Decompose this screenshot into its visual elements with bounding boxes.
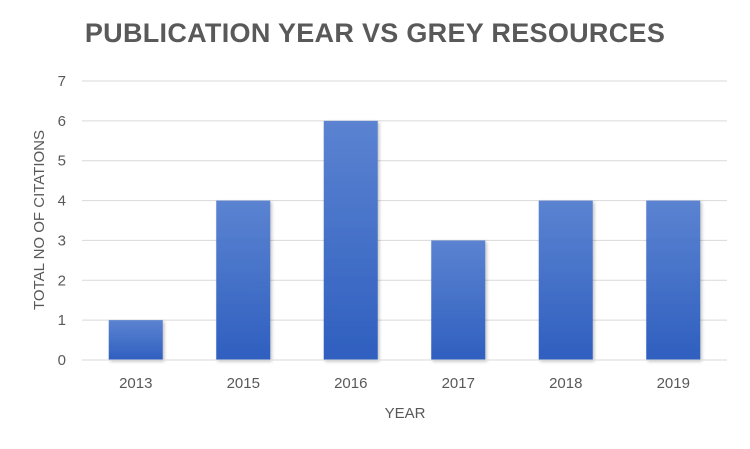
y-axis-ticks: 0 1 2 3 4 5 6 7 xyxy=(58,73,66,369)
x-tick-label: 2016 xyxy=(334,375,367,392)
y-axis-label: TOTAL NO OF CITATIONS xyxy=(31,130,48,310)
x-tick-label: 2013 xyxy=(119,375,152,392)
y-tick-label: 6 xyxy=(58,113,66,130)
bar-2019 xyxy=(646,200,701,360)
bar-2018 xyxy=(538,200,593,360)
bar-2017 xyxy=(431,240,486,360)
y-tick-label: 5 xyxy=(58,153,66,170)
x-tick-label: 2018 xyxy=(549,375,582,392)
bar-2013 xyxy=(108,320,163,360)
x-axis-ticks: 2013 2015 2016 2017 2018 2019 xyxy=(82,359,727,392)
bar-2016 xyxy=(323,120,378,360)
y-tick-label: 0 xyxy=(58,352,66,369)
chart-title: PUBLICATION YEAR VS GREY RESOURCES xyxy=(84,18,666,48)
x-tick-label: 2017 xyxy=(442,375,475,392)
y-tick-label: 2 xyxy=(58,272,66,289)
y-tick-label: 3 xyxy=(58,232,66,249)
bars xyxy=(108,120,701,360)
x-axis-label: YEAR xyxy=(385,405,426,422)
gridlines xyxy=(82,80,727,361)
x-tick-label: 2019 xyxy=(657,375,690,392)
bar-2015 xyxy=(216,200,271,360)
y-tick-label: 4 xyxy=(58,193,66,210)
y-tick-label: 7 xyxy=(58,73,66,90)
y-tick-label: 1 xyxy=(58,312,66,329)
x-tick-label: 2015 xyxy=(227,375,260,392)
